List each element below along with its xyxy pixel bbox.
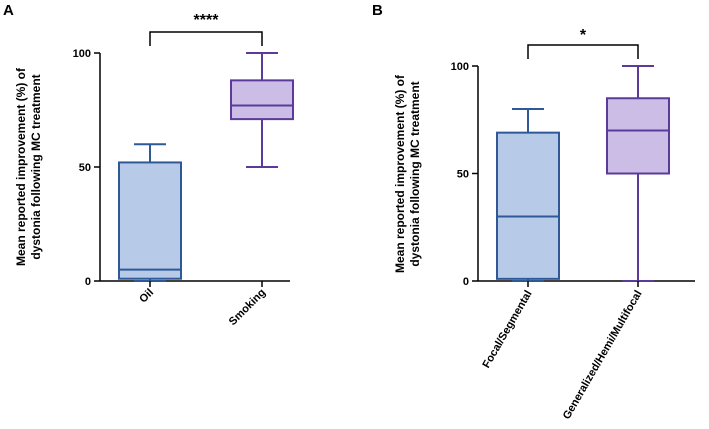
y-tick-label: 50 [457, 169, 469, 181]
box-iqr [606, 97, 670, 175]
y-tick-label: 100 [451, 61, 469, 73]
x-tick-label: Oil [137, 287, 156, 306]
panel-letter-a: A [3, 2, 14, 19]
y-tick-label: 100 [73, 48, 91, 60]
y-tick-label: 50 [79, 162, 91, 174]
x-tick-label: Smoking [227, 287, 268, 328]
significance-label: * [580, 27, 587, 44]
significance-bracket [527, 44, 639, 59]
box-1 [118, 143, 182, 282]
x-tick-label: Focal/Segmental [480, 289, 534, 371]
panel-a: A Mean reported improvement (%) of dysto… [3, 2, 294, 328]
panel-letter-b: B [372, 2, 383, 19]
y-axis-title-a-line1: Mean reported improvement (%) of [14, 67, 28, 266]
significance-label: **** [194, 12, 220, 29]
significance-bracket [149, 31, 263, 46]
y-axis-title-b-line1: Mean reported improvement (%) of [393, 74, 407, 273]
x-tick-label: Generalized/Hemi/Multifocal [561, 289, 645, 422]
box-2 [606, 65, 670, 282]
box-iqr [496, 131, 560, 280]
box-2 [230, 52, 294, 168]
box-1 [496, 108, 560, 282]
y-tick-label: 0 [85, 276, 91, 288]
plot-area-a: 0 50 100 Oil Smoking **** [73, 12, 294, 328]
y-axis-title-b-line2: dystonia following MC treatment [408, 81, 422, 266]
plot-area-b: 0 50 100 Focal/Segmental Generalized/Hemi/Mu… [451, 27, 695, 422]
panel-b: B Mean reported improvement (%) of dysto… [372, 2, 695, 422]
y-tick-label: 0 [463, 276, 469, 288]
y-axis-title-a-line2: dystonia following MC treatment [29, 74, 43, 259]
box-iqr [118, 161, 182, 280]
box-iqr [230, 79, 294, 121]
